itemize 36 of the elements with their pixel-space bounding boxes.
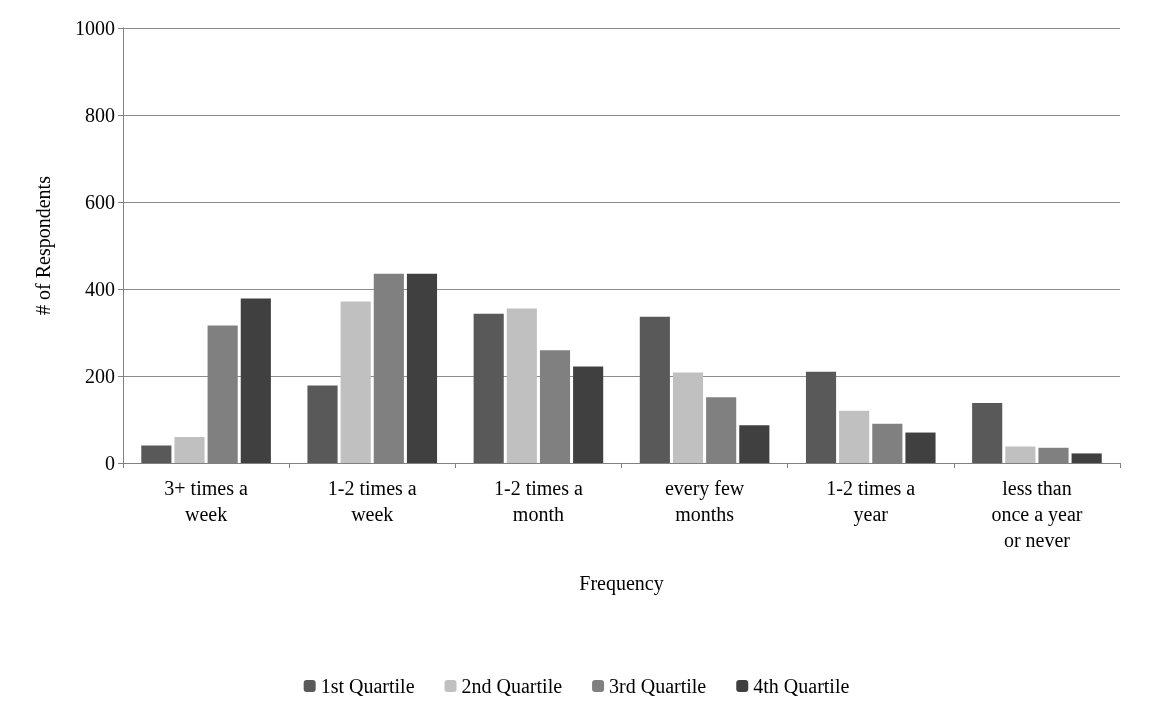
- bar: [972, 402, 1003, 463]
- y-tick-label: 1000: [75, 17, 115, 39]
- y-tick-label: 400: [85, 278, 115, 300]
- bar: [174, 436, 205, 463]
- legend-label: 1st Quartile: [320, 675, 415, 697]
- x-tick-label: 1-2 times a year: [826, 477, 916, 526]
- y-tick-label: 0: [105, 452, 115, 474]
- y-tick-label: 200: [85, 365, 115, 387]
- bar: [839, 410, 870, 463]
- legend-label: 2nd Quartile: [461, 675, 563, 697]
- bar: [739, 425, 770, 463]
- bar: [1071, 453, 1102, 463]
- x-tick-label: 3+ times a week: [164, 477, 248, 525]
- bar: [141, 445, 172, 463]
- bar: [639, 316, 670, 463]
- y-tick-label: 600: [85, 191, 115, 213]
- x-tick-label: less than once a year or never: [991, 477, 1083, 551]
- bar: [240, 298, 271, 463]
- bar: [340, 301, 371, 463]
- x-axis-title: Frequency: [579, 572, 664, 595]
- x-tick-label: 1-2 times a month: [493, 477, 583, 525]
- bar: [805, 371, 837, 463]
- bar: [506, 308, 537, 463]
- bar: [573, 366, 604, 463]
- bar: [672, 372, 704, 463]
- y-tick-label: 800: [85, 104, 115, 126]
- x-tick-label: 1-2 times a week: [327, 477, 417, 525]
- y-axis-title: # of Respondents: [32, 175, 55, 315]
- legend-label: 3rd Quartile: [609, 675, 707, 697]
- bar: [307, 385, 338, 463]
- bar: [406, 273, 438, 463]
- bar: [905, 432, 936, 463]
- legend-label: 4th Quartile: [753, 675, 850, 697]
- bar: [1005, 446, 1036, 463]
- x-tick-label: every few months: [664, 477, 745, 525]
- bar: [473, 313, 504, 463]
